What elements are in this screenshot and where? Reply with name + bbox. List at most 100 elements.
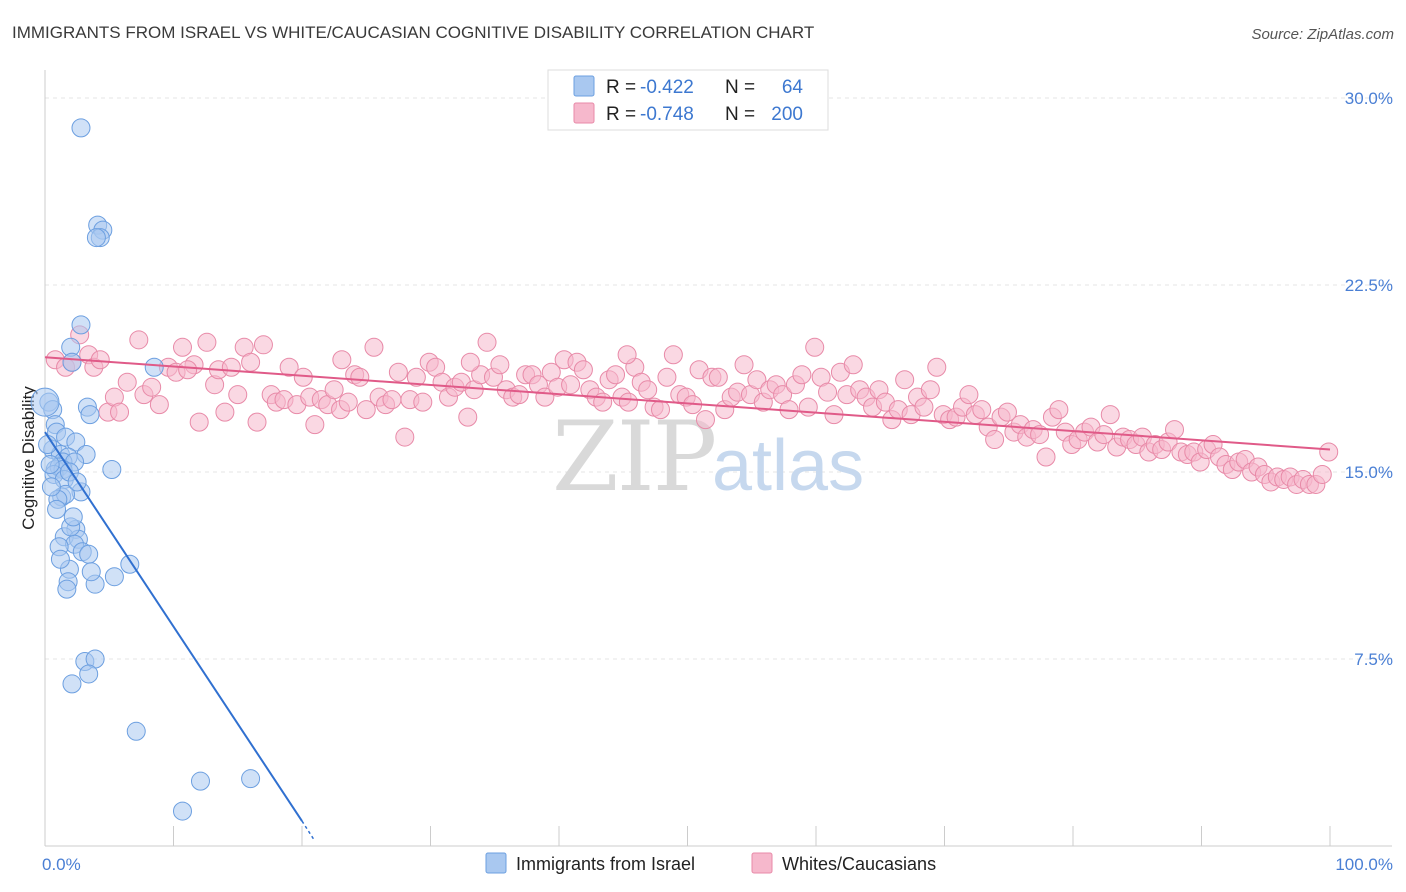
- immigrants-israel-point: [144, 357, 164, 377]
- watermark: ZIP atlas: [552, 401, 864, 513]
- whites-caucasians-point: [561, 375, 581, 395]
- y-tick-labels: 7.5% 15.0% 22.5% 30.0%: [1345, 89, 1393, 669]
- legend-n-value-1: 64: [782, 77, 804, 98]
- whites-caucasians-point: [1049, 400, 1069, 420]
- whites-caucasians-point: [792, 365, 812, 385]
- stats-legend: R = -0.422 N = 64 R = -0.748 N = 200: [547, 69, 829, 131]
- whites-caucasians-point: [215, 402, 235, 422]
- whites-caucasians-point: [324, 380, 344, 400]
- legend-n-value-2: 200: [771, 104, 803, 125]
- immigrants-israel-point: [50, 549, 70, 569]
- whites-caucasians-point: [490, 355, 510, 375]
- whites-caucasians-point: [142, 377, 162, 397]
- whites-caucasians-point: [618, 392, 638, 412]
- immigrants-israel-point: [30, 387, 60, 417]
- immigrants-israel-point: [86, 228, 106, 248]
- immigrants-israel-point: [63, 507, 83, 527]
- watermark-atlas: atlas: [712, 426, 864, 506]
- bottom-legend-swatch-pink: [751, 852, 773, 874]
- whites-caucasians-point: [338, 392, 358, 412]
- whites-caucasians-point: [189, 412, 209, 432]
- whites-caucasians-point: [573, 360, 593, 380]
- whites-caucasians-point: [350, 367, 370, 387]
- whites-caucasians-point: [382, 390, 402, 410]
- whites-caucasians-point: [172, 337, 192, 357]
- bottom-legend-label-israel: Immigrants from Israel: [516, 854, 695, 874]
- whites-caucasians-point: [638, 380, 658, 400]
- whites-caucasians-point: [395, 427, 415, 447]
- chart-source: Source: ZipAtlas.com: [1251, 26, 1394, 43]
- immigrants-israel-point: [81, 562, 101, 582]
- whites-caucasians-point: [606, 365, 626, 385]
- whites-caucasians-point: [1030, 425, 1050, 445]
- whites-caucasians-point: [695, 410, 715, 430]
- immigrants-israel-points: [30, 118, 261, 821]
- watermark-zip: ZIP: [552, 401, 715, 513]
- whites-caucasians-point: [90, 350, 110, 370]
- whites-caucasians-point: [129, 330, 149, 350]
- immigrants-israel-point: [40, 454, 60, 474]
- immigrants-israel-point: [57, 579, 77, 599]
- immigrants-israel-point: [79, 544, 99, 564]
- whites-caucasians-point: [747, 370, 767, 390]
- whites-caucasians-point: [1319, 442, 1339, 462]
- legend-r-label-1: R =: [606, 77, 636, 98]
- immigrants-israel-point: [172, 801, 192, 821]
- bottom-legend-label-whites: Whites/Caucasians: [782, 854, 936, 874]
- legend-r-value-1: -0.422: [640, 77, 694, 98]
- immigrants-israel-point: [126, 721, 146, 741]
- immigrants-israel-point: [41, 477, 61, 497]
- whites-caucasians-point: [197, 332, 217, 352]
- whites-caucasians-point: [477, 332, 497, 352]
- immigrants-israel-trend-extension: [301, 820, 316, 842]
- immigrants-israel-point: [66, 432, 86, 452]
- x-tick-label: 100.0%: [1335, 855, 1393, 874]
- whites-caucasians-point: [388, 362, 408, 382]
- x-tick-labels: 0.0% 100.0%: [42, 855, 1393, 874]
- immigrants-israel-point: [62, 352, 82, 372]
- legend-n-label-2: N =: [725, 104, 755, 125]
- whites-caucasians-point: [279, 357, 299, 377]
- whites-caucasians-point: [1036, 447, 1056, 467]
- whites-caucasians-point: [895, 370, 915, 390]
- y-tick-label: 15.0%: [1345, 463, 1393, 482]
- x-tick-label: 0.0%: [42, 855, 81, 874]
- whites-caucasians-point: [657, 367, 677, 387]
- bottom-legend: Immigrants from Israel Whites/Caucasians: [485, 852, 936, 874]
- whites-caucasians-point: [734, 355, 754, 375]
- whites-caucasians-point: [413, 392, 433, 412]
- whites-caucasians-point: [927, 357, 947, 377]
- whites-caucasians-point: [959, 385, 979, 405]
- whites-caucasians-point: [509, 385, 529, 405]
- whites-caucasians-point: [332, 350, 352, 370]
- immigrants-israel-point: [79, 664, 99, 684]
- whites-caucasians-point: [356, 400, 376, 420]
- whites-caucasians-point: [920, 380, 940, 400]
- whites-caucasians-point: [247, 412, 267, 432]
- trend-lines: [44, 356, 1331, 842]
- whites-caucasians-points: [45, 325, 1339, 494]
- whites-caucasians-point: [818, 382, 838, 402]
- whites-caucasians-point: [997, 402, 1017, 422]
- whites-caucasians-point: [149, 395, 169, 415]
- y-axis-label: Cognitive Disability: [19, 386, 38, 530]
- whites-caucasians-point: [805, 337, 825, 357]
- whites-caucasians-point: [228, 385, 248, 405]
- whites-caucasians-point: [1312, 464, 1332, 484]
- whites-caucasians-point: [364, 337, 384, 357]
- bottom-legend-swatch-blue: [485, 852, 507, 874]
- immigrants-israel-point: [190, 771, 210, 791]
- immigrants-israel-point: [71, 315, 91, 335]
- y-tick-label: 30.0%: [1345, 89, 1393, 108]
- whites-caucasians-point: [1100, 405, 1120, 425]
- whites-caucasians-point: [1165, 420, 1185, 440]
- immigrants-israel-trend-line: [44, 431, 303, 822]
- whites-caucasians-point: [985, 430, 1005, 450]
- whites-caucasians-point: [253, 335, 273, 355]
- whites-caucasians-point: [241, 352, 261, 372]
- immigrants-israel-point: [71, 118, 91, 138]
- whites-caucasians-point: [460, 352, 480, 372]
- whites-caucasians-point: [221, 357, 241, 377]
- whites-caucasians-point: [458, 407, 478, 427]
